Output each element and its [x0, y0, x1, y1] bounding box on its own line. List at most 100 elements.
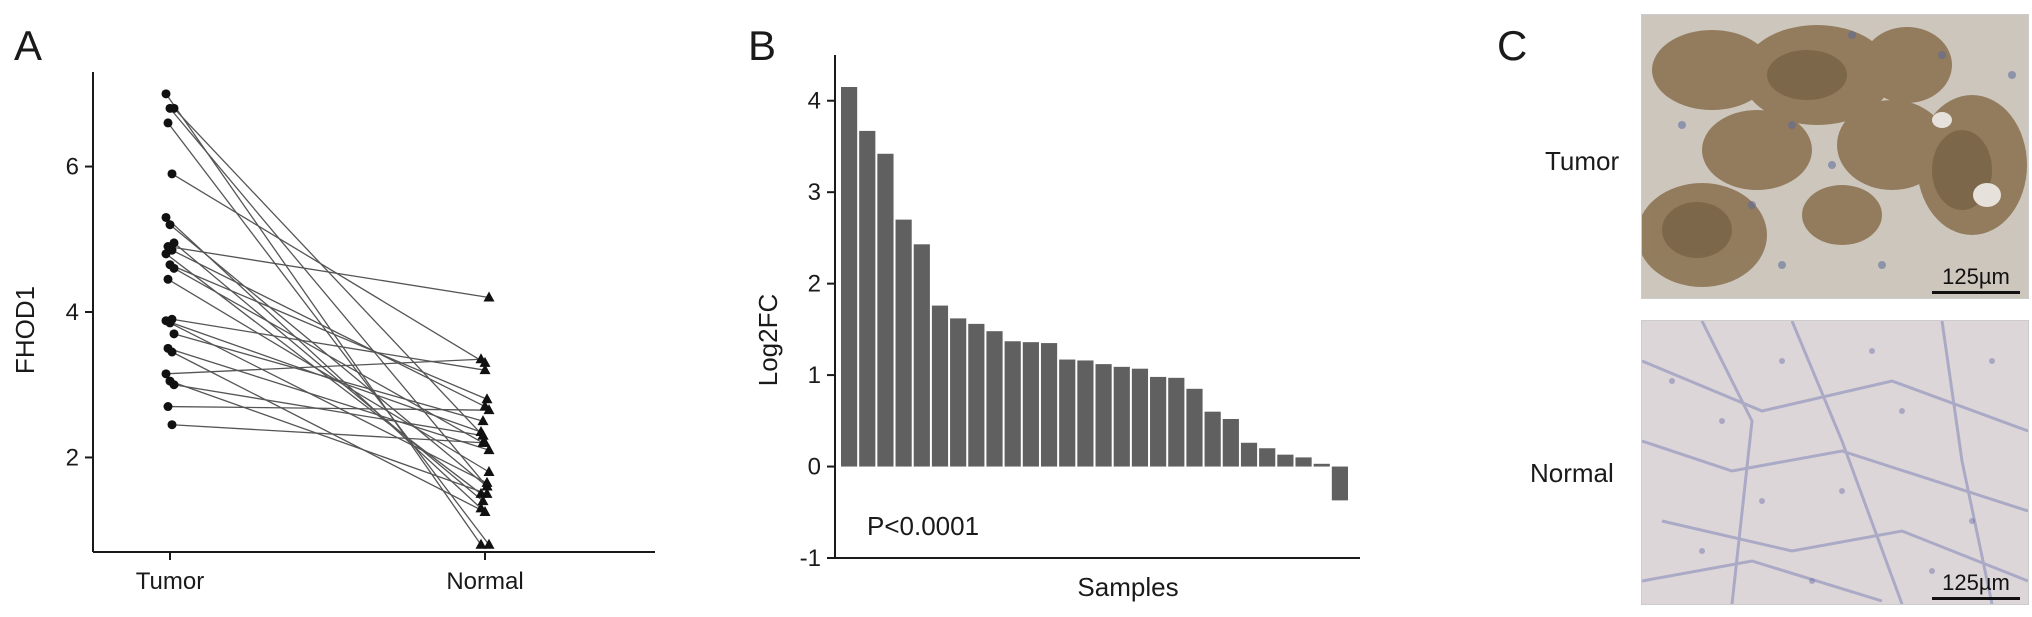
y-tick-label: 4: [66, 299, 79, 326]
x-axis-label: Samples: [1077, 572, 1178, 602]
bar: [1131, 368, 1149, 467]
bar: [1295, 457, 1312, 467]
pair-line: [169, 322, 488, 484]
bar: [1313, 463, 1330, 467]
bar-chart: -1 0 1 2 3 4 Log2FC Samples P<0.0001: [753, 55, 1360, 602]
tumor-point: [169, 380, 179, 390]
y-tick-label: 1: [808, 362, 821, 389]
bar: [1150, 376, 1167, 467]
normal-point: [477, 415, 489, 426]
pair-line: [165, 216, 482, 509]
bar: [986, 331, 1003, 467]
normal-point: [479, 436, 491, 447]
bar: [859, 130, 876, 467]
bar: [1113, 366, 1130, 467]
bar: [968, 323, 985, 467]
bar: [1222, 418, 1239, 467]
tumor-point: [161, 249, 171, 259]
tumor-point: [161, 369, 171, 379]
tumor-point: [169, 103, 179, 113]
scale-bar-top-label: 125µm: [1942, 264, 2010, 289]
normal-point: [477, 429, 489, 440]
pair-line: [167, 245, 490, 299]
pair-line: [173, 384, 484, 437]
pair-line: [165, 358, 482, 375]
bar: [1204, 411, 1221, 467]
bar: [1004, 341, 1021, 467]
tumor-point: [161, 212, 171, 222]
x-ticks: Tumor Normal: [136, 552, 524, 595]
tumor-point: [163, 118, 173, 128]
scale-bar-bottom: 125µm: [1932, 570, 2020, 600]
x-tick-label: Normal: [446, 568, 523, 595]
normal-point: [481, 393, 493, 404]
tumor-label: Tumor: [1545, 146, 1620, 176]
y-tick-label: 0: [808, 454, 821, 481]
tumor-point: [165, 220, 175, 230]
normal-point: [483, 404, 495, 415]
tumor-point: [163, 402, 173, 412]
pair-line: [167, 405, 490, 411]
bar: [1331, 466, 1348, 501]
bar: [1077, 360, 1094, 467]
bar: [1059, 359, 1076, 467]
normal-point: [483, 538, 495, 549]
y-tick-label: 6: [66, 154, 79, 181]
tumor-point: [161, 89, 171, 99]
normal-point: [475, 538, 487, 549]
tumor-point: [169, 329, 179, 339]
paired-chart: 2 4 6 Tumor Normal FHOD1: [10, 72, 655, 595]
pair-line: [169, 380, 488, 495]
normal-point: [481, 487, 493, 498]
y-ticks: -1 0 1 2 3 4: [800, 88, 835, 572]
bar: [1240, 442, 1258, 467]
y-axis-label: Log2FC: [753, 294, 783, 387]
bar: [1168, 377, 1185, 467]
normal-point: [479, 364, 491, 375]
tumor-point: [167, 169, 177, 179]
pair-line: [173, 242, 484, 502]
tumor-point: [165, 318, 175, 328]
bar: [877, 153, 894, 467]
y-tick-label: 4: [808, 88, 821, 115]
tumor-point: [169, 263, 179, 273]
normal-point: [475, 353, 487, 364]
normal-point: [483, 444, 495, 455]
p-value-annotation: P<0.0001: [867, 511, 979, 541]
bar: [913, 244, 930, 467]
bar: [895, 219, 912, 467]
point-marks: [161, 89, 495, 549]
normal-point: [483, 466, 495, 476]
scale-bar-bottom-label: 125µm: [1942, 570, 2010, 595]
normal-point: [477, 495, 489, 506]
tumor-point: [167, 347, 177, 357]
pair-line: [167, 347, 490, 451]
pair-line: [165, 93, 482, 546]
y-axis-label: FHOD1: [10, 286, 40, 374]
panel-letter-a: A: [14, 22, 43, 69]
bars: [841, 87, 1348, 501]
bar: [1022, 342, 1039, 467]
y-tick-label: 3: [808, 179, 821, 206]
tumor-tissue-image: [1642, 15, 2028, 298]
panel-letter-c: C: [1497, 22, 1528, 69]
scale-bar-top: 125µm: [1932, 264, 2020, 294]
tumor-micrograph: 125µm: [1641, 14, 2029, 299]
x-tick-label: Tumor: [136, 568, 204, 595]
pair-line: [171, 424, 486, 444]
normal-tissue-image: [1642, 321, 2028, 604]
bar: [1040, 343, 1058, 467]
pair-line: [171, 351, 486, 513]
panel-letter-b: B: [748, 22, 777, 69]
bar: [841, 87, 858, 467]
pair-lines: [165, 93, 490, 546]
bar: [1095, 364, 1112, 467]
bar: [1259, 448, 1276, 467]
bar: [1277, 454, 1294, 467]
y-tick-label: 2: [808, 271, 821, 298]
pair-line: [173, 333, 484, 422]
normal-point: [483, 291, 495, 302]
normal-micrograph: 125µm: [1641, 320, 2029, 605]
y-ticks: 2 4 6: [66, 154, 93, 471]
tumor-point: [167, 420, 177, 430]
